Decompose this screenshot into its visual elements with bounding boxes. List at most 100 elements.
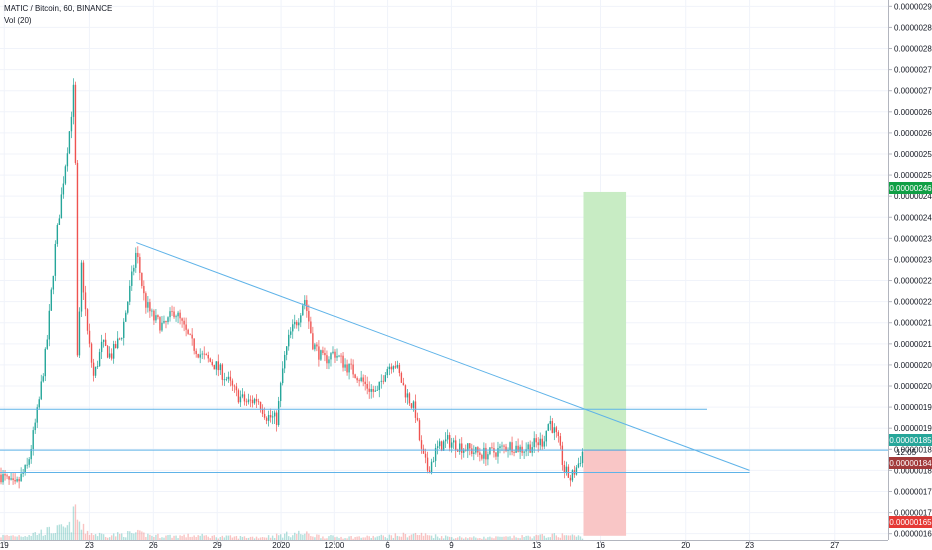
candle-body [370, 389, 372, 392]
candle-body [80, 262, 83, 312]
volume-bar [181, 535, 183, 540]
candle-body [283, 354, 286, 369]
volume-bar [372, 535, 374, 540]
volume-bar [567, 535, 570, 540]
candle-body [129, 285, 131, 302]
volume-bar [259, 537, 262, 540]
candle-body [249, 399, 252, 401]
candle-body [34, 422, 36, 431]
volume-bar [155, 534, 157, 540]
current-price-label: 0.00000185 [889, 436, 932, 445]
candle-body [304, 299, 306, 306]
candle-body [308, 310, 310, 322]
volume-bar [0, 537, 2, 540]
volume-bar [473, 536, 475, 540]
volume-bar [116, 532, 119, 540]
candle-body [52, 275, 55, 290]
volume-bar [38, 533, 40, 540]
volume-bar [249, 536, 252, 540]
candle-body [342, 355, 344, 368]
candle-body [491, 447, 493, 449]
volume-bar [471, 537, 473, 540]
candle-body [231, 380, 234, 386]
candle-body [286, 346, 288, 355]
volume-bar [269, 537, 272, 540]
drawings[interactable] [0, 242, 888, 473]
volume-bar [547, 537, 549, 540]
volume-bar [233, 536, 236, 540]
candle-body [253, 398, 256, 404]
volume-bar [493, 538, 495, 540]
volume-bar [125, 537, 127, 540]
candle-body [537, 442, 539, 446]
candle-body [155, 315, 157, 321]
candle-body [553, 427, 556, 433]
candle-body [473, 452, 475, 454]
volume-bar [392, 537, 395, 540]
candle-body [187, 329, 189, 334]
volume-bar [360, 537, 362, 540]
candle-body [209, 358, 211, 362]
candle-body [245, 401, 248, 403]
volume-bar [169, 534, 171, 540]
candle-body [483, 447, 485, 459]
volume-bar [501, 536, 503, 540]
candle-body [497, 448, 499, 457]
volume-indicator-title[interactable]: Vol (20) [4, 16, 32, 25]
candle-body [205, 354, 207, 355]
candle-body [569, 477, 572, 481]
volume-bar [442, 538, 445, 540]
volume-bar [410, 534, 413, 540]
volume-bar [519, 538, 521, 540]
candle-body [163, 320, 165, 323]
volume-bar [406, 537, 409, 540]
volume-bar [577, 535, 580, 540]
candle-body [114, 343, 117, 349]
volume-bar [183, 534, 185, 540]
volume-bar [133, 533, 135, 540]
volume-bar [92, 535, 95, 540]
position-zones[interactable] [583, 191, 627, 536]
candle-body [211, 361, 213, 366]
volume-bar [348, 536, 350, 540]
candle-body [42, 376, 44, 382]
volume-bar [235, 535, 238, 540]
volume-bar [499, 536, 501, 540]
candle-body [485, 447, 487, 460]
symbol-title[interactable]: MATIC / Bitcoin, 60, BINANCE [4, 4, 113, 13]
volume-bar [467, 538, 469, 540]
volume-bar [414, 532, 417, 540]
volume-bar [306, 531, 308, 540]
time-tick-label: 2020 [272, 541, 290, 550]
volume-bar [255, 536, 258, 540]
volume-bar [149, 534, 151, 540]
volume-bar [88, 535, 91, 540]
volume-bar [434, 534, 437, 540]
low-price-label: 0.00000184 [889, 459, 932, 468]
price-tick-label: 0.00000275 [894, 66, 932, 75]
volume-bar [300, 534, 302, 540]
candle-body [547, 424, 549, 431]
volume-bar [497, 536, 499, 540]
volume-bar [354, 537, 356, 540]
candle-body [127, 301, 129, 313]
candle-body [402, 382, 405, 386]
candle-body [529, 444, 531, 453]
candle-body [322, 350, 324, 353]
volume-bar [374, 537, 376, 540]
volume-bar [465, 537, 467, 540]
candle-body [471, 448, 473, 454]
volume-bar [127, 531, 129, 540]
time-axis[interactable]: 19 23 26 29 2020 12:00 6 9 13 16 20 23 27 [0, 540, 840, 550]
volume-bar [277, 535, 280, 540]
volume-bar [94, 534, 97, 540]
volume-bar [106, 537, 109, 540]
volume-bar [491, 537, 493, 540]
candle-body [436, 446, 439, 448]
candle-body [328, 359, 330, 364]
